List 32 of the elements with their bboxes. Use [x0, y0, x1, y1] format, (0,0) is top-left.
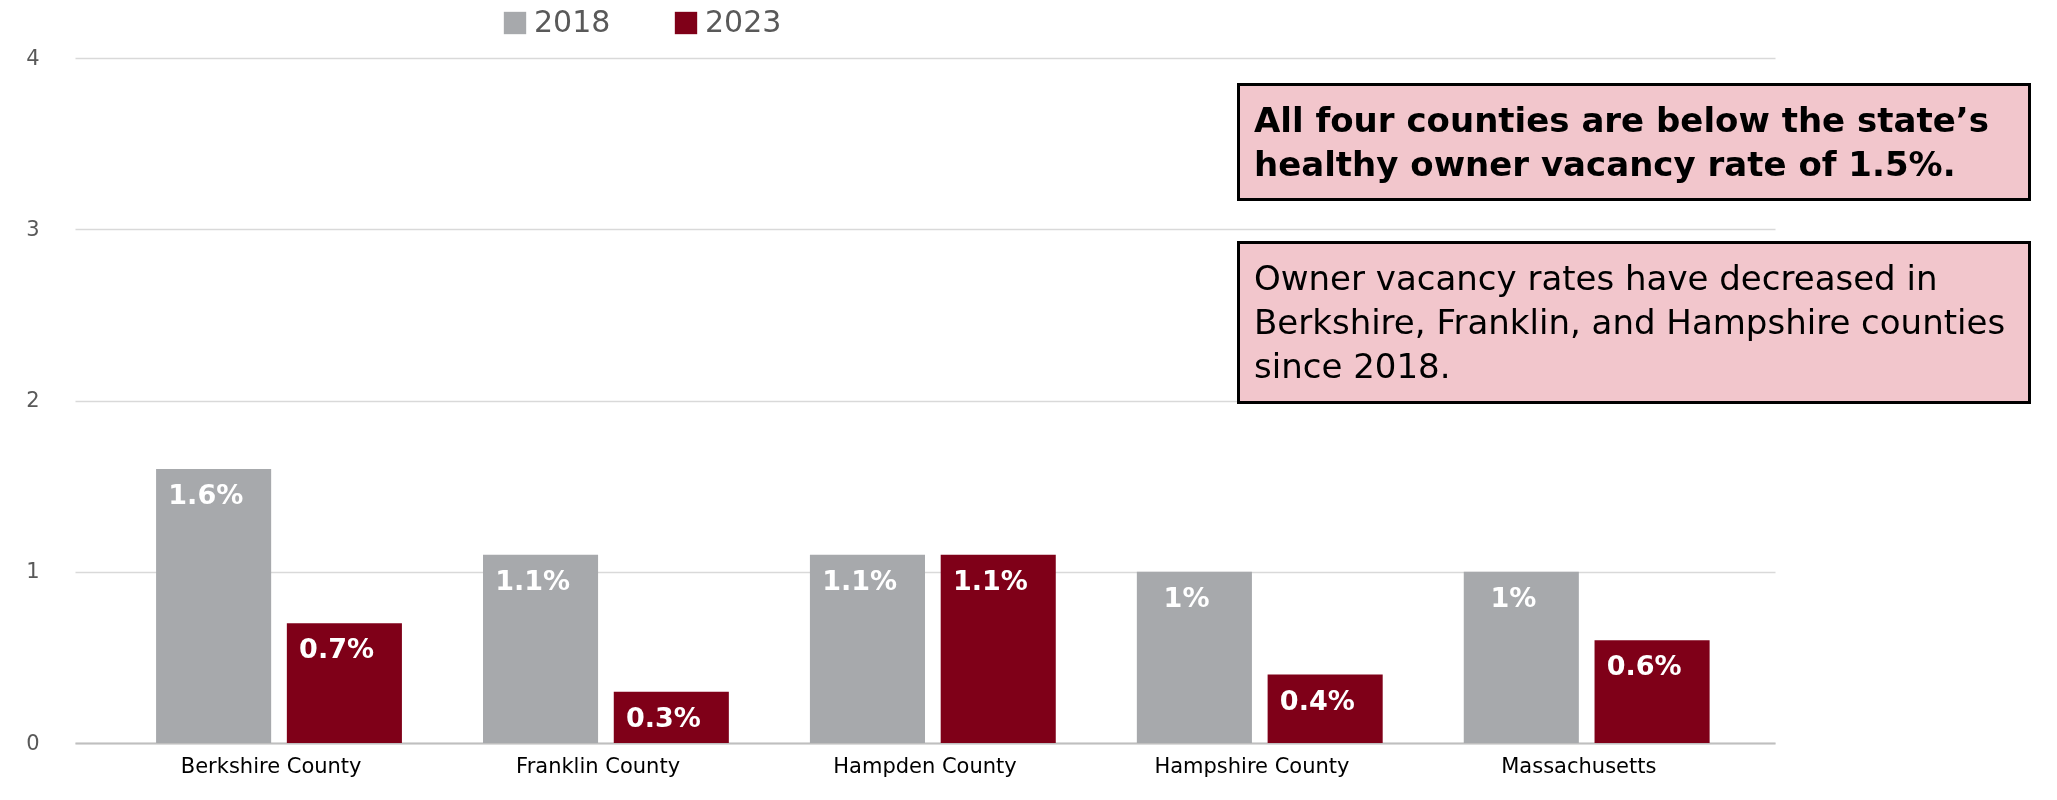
y-tick-label: 2 [26, 388, 40, 412]
x-tick-label: Hampden County [833, 753, 1017, 778]
x-tick-label: Berkshire County [180, 753, 362, 778]
x-tick-label: Massachusetts [1501, 753, 1657, 778]
data-label: 0.4% [1279, 684, 1355, 716]
x-tick-label: Franklin County [516, 753, 681, 778]
y-tick-label: 3 [26, 216, 40, 241]
data-label: 1% [1490, 581, 1537, 613]
data-label: 0.7% [299, 633, 374, 665]
text-box: Owner vacancy rates have decreased in Berkshire, Franklin, and Hampshire counties since 2018. [1237, 241, 2031, 404]
bar [1136, 571, 1252, 743]
data-label: 1% [1163, 581, 1210, 613]
bar [940, 554, 1056, 743]
data-label: 1.1% [952, 564, 1028, 596]
bar [483, 554, 599, 743]
data-label: 0.3% [626, 701, 701, 733]
data-label: 1.1% [495, 564, 571, 596]
y-tick-label: 1 [26, 559, 40, 584]
y-tick-label: 4 [26, 45, 40, 70]
bar [809, 554, 925, 743]
y-tick-label: 0 [26, 730, 40, 755]
data-label: 0.6% [1606, 650, 1682, 682]
x-tick-label: Hampshire County [1154, 753, 1350, 778]
bar [286, 623, 402, 743]
data-label: 1.6% [168, 479, 244, 510]
text-box: All four counties are below the state’s healthy owner vacancy rate of 1.5%. [1237, 83, 2031, 202]
legend-label: 2018 [534, 4, 611, 39]
data-label: 1.1% [822, 564, 898, 596]
bar [1463, 571, 1579, 743]
bar [156, 469, 272, 743]
bar [1594, 640, 1710, 743]
legend-label: 2023 [705, 4, 782, 39]
